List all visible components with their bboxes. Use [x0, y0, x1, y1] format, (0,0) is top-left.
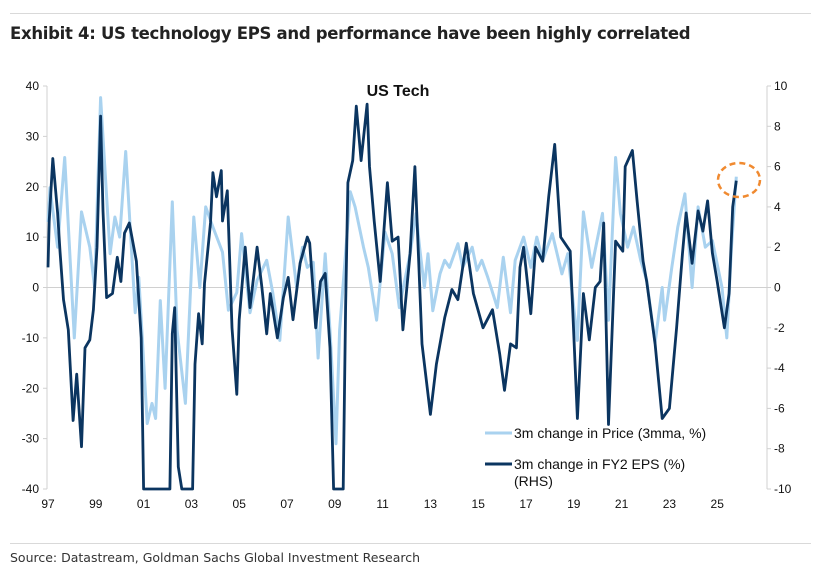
right-tick-label: -8: [774, 442, 785, 456]
left-tick-label: 30: [26, 129, 40, 143]
top-divider: [10, 13, 811, 14]
source-note: Source: Datastream, Goldman Sachs Global…: [10, 550, 421, 565]
x-tick-label: 17: [519, 497, 533, 511]
legend-eps-label-rhs: (RHS): [514, 473, 553, 489]
left-tick-label: 40: [26, 79, 40, 93]
x-tick-label: 25: [711, 497, 725, 511]
legend-eps-label: 3m change in FY2 EPS (%): [514, 456, 685, 472]
left-tick-label: -40: [22, 482, 40, 496]
x-tick-label: 15: [472, 497, 486, 511]
x-tick-label: 03: [185, 497, 199, 511]
right-tick-label: 10: [774, 79, 788, 93]
x-tick-label: 19: [567, 497, 581, 511]
right-tick-label: -2: [774, 321, 785, 335]
legend: 3m change in Price (3mma, %) 3m change i…: [485, 425, 706, 489]
right-tick-label: -6: [774, 401, 785, 415]
x-tick-label: 09: [328, 497, 342, 511]
x-tick-label: 97: [41, 497, 55, 511]
chart-title: US Tech: [367, 83, 430, 100]
right-tick-label: 0: [774, 281, 781, 295]
right-tick-label: -4: [774, 361, 785, 375]
x-tick-label: 23: [663, 497, 677, 511]
right-tick-label: 2: [774, 240, 781, 254]
x-tick-label: 01: [137, 497, 151, 511]
x-tick-label: 21: [615, 497, 629, 511]
legend-price-label: 3m change in Price (3mma, %): [514, 425, 706, 441]
exhibit-title: Exhibit 4: US technology EPS and perform…: [10, 24, 691, 43]
chart-background: [30, 68, 800, 518]
annotation-circle: [716, 161, 762, 199]
right-tick-label: -10: [774, 482, 792, 496]
left-tick-label: 10: [26, 230, 40, 244]
price-series-line: [46, 96, 738, 446]
left-tick-label: 20: [26, 180, 40, 194]
left-tick-label: -30: [22, 432, 40, 446]
x-tick-label: 07: [280, 497, 294, 511]
x-tick-label: 13: [424, 497, 438, 511]
x-tick-label: 05: [233, 497, 247, 511]
bottom-divider: [10, 543, 811, 544]
right-tick-label: 6: [774, 160, 781, 174]
eps-series-line: [46, 102, 738, 491]
left-tick-label: -10: [22, 331, 40, 345]
x-tick-label: 11: [376, 497, 389, 511]
left-tick-label: -20: [22, 381, 40, 395]
right-tick-label: 8: [774, 119, 781, 133]
right-tick-label: 4: [774, 200, 781, 214]
left-tick-label: 0: [32, 281, 39, 295]
x-tick-label: 99: [89, 497, 103, 511]
